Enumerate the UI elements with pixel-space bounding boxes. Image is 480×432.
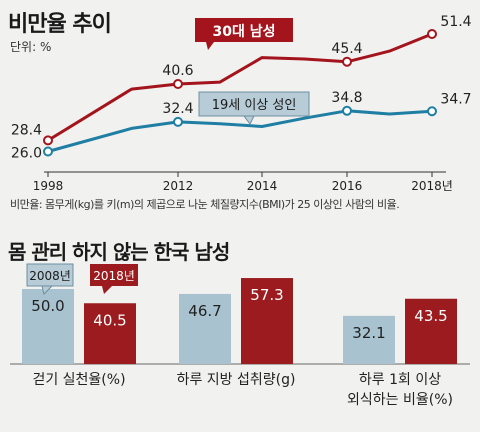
data-label: 26.0: [11, 146, 42, 162]
category-label: 외식하는 비율(%): [347, 392, 453, 408]
legend-label-adult19: 19세 이상 성인: [212, 98, 297, 113]
data-label: 34.8: [331, 90, 362, 106]
data-label: 32.4: [162, 101, 193, 117]
bar-chart-title: 몸 관리 하지 않는 한국 남성: [8, 240, 230, 264]
data-point: [427, 29, 437, 40]
men-habits-panel: 몸 관리 하지 않는 한국 남성 50.0 40.5 걷기 실천율(%) 46.7 57…: [0, 232, 480, 432]
legend-pointer-adult19: [243, 115, 255, 125]
bar-value-label: 40.5: [93, 311, 126, 329]
data-point: [342, 56, 352, 67]
bar: [84, 303, 136, 364]
category-label: 하루 1회 이상: [359, 372, 441, 388]
x-tick-label: 1998: [33, 179, 64, 193]
bar: [22, 289, 74, 364]
bar: [405, 298, 457, 364]
legend-label-2018: 2018년: [93, 269, 135, 283]
legend-box-adult19: [198, 91, 310, 117]
bar-chart: 50.0 40.5 걷기 실천율(%) 46.7 57.3 하루 지방 섭취량(g) 32.…: [10, 263, 470, 408]
legend-pointer-male30: [206, 42, 214, 50]
data-point: [43, 146, 53, 157]
bar-value-label: 57.3: [250, 286, 283, 304]
data-label: 28.4: [11, 122, 42, 138]
data-label: 45.4: [331, 41, 362, 57]
bar-value-label: 43.5: [414, 307, 447, 325]
unit-label: 단위: %: [10, 40, 52, 54]
legend-box-male30: [195, 18, 293, 42]
bar-value-label: 32.1: [352, 324, 385, 342]
data-label: 34.7: [440, 91, 471, 107]
legend-label-male30: 30대 남성: [213, 23, 276, 40]
bar-value-label: 50.0: [31, 297, 64, 315]
data-point: [342, 105, 352, 116]
series-line-1: [47, 32, 433, 142]
bar: [179, 293, 231, 364]
x-tick-label: 2012: [163, 179, 194, 193]
obesity-trend-panel: 비만율 추이 단위: % 1998 2012 2014 2016 2018년 28.4 40…: [8, 12, 472, 211]
legend-pointer-2008: [41, 285, 54, 295]
line-chart-title: 비만율 추이: [8, 12, 112, 37]
series-line-2: [47, 109, 433, 153]
x-tick-label: 2016: [332, 179, 363, 193]
bar-value-label: 46.7: [188, 302, 221, 320]
data-point: [173, 78, 183, 89]
data-label: 40.6: [162, 63, 193, 79]
x-tick-label: 2014: [247, 179, 278, 193]
data-label: 51.4: [440, 14, 471, 30]
line-chart: 1998 2012 2014 2016 2018년 28.4 40.6 45.4 51.4 26.…: [11, 14, 472, 193]
x-tick-label: 2018년: [411, 179, 453, 193]
category-label: 걷기 실천율(%): [32, 372, 125, 388]
bar: [241, 278, 293, 364]
legend-box-2018: [90, 264, 138, 286]
bar: [343, 315, 395, 364]
data-point: [173, 116, 183, 127]
legend-pointer-2018: [102, 286, 112, 294]
data-point: [427, 106, 437, 117]
data-point: [43, 135, 53, 146]
category-label: 하루 지방 섭취량(g): [177, 372, 296, 388]
bmi-footnote: 비만율: 몸무게(kg)를 키(m)의 제곱으로 나눈 체질량지수(BMI)가 …: [10, 198, 400, 211]
legend-label-2008: 2008년: [29, 269, 71, 283]
